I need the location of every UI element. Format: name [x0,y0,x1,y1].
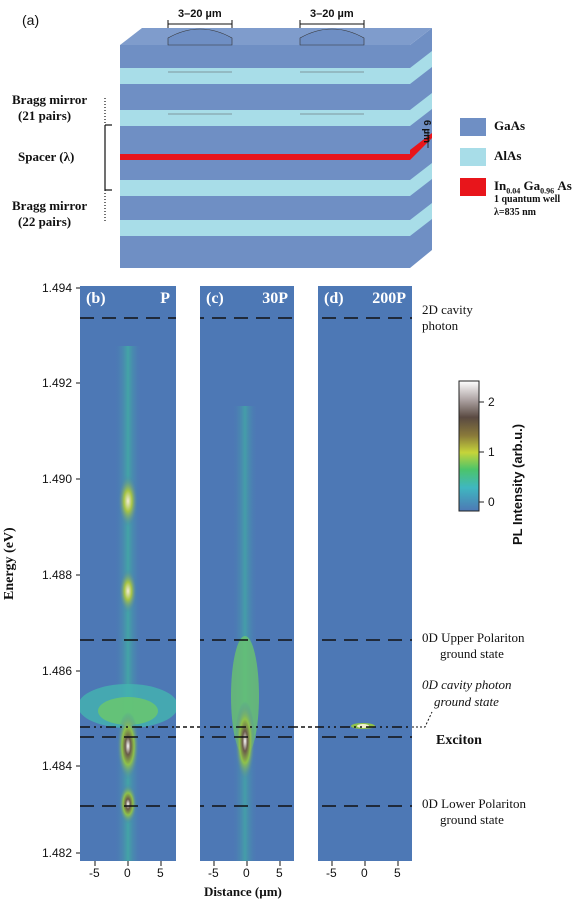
y-tick-label: 1.488 [41,568,72,582]
annotation-0d-cavity-1: 0D cavity photon [422,677,512,692]
x-tick-label: -5 [326,866,337,880]
colorbar-tick: 0 [488,495,495,509]
structure-diagram [104,20,432,268]
y-tick-label: 1.482 [41,846,72,860]
panel-a-label: (a) [22,12,40,28]
legend-label-gaas: GaAs [494,118,526,133]
x-tick-label: 0 [243,866,250,880]
panel-c-label: (c) [206,290,224,307]
x-tick-label: -5 [89,866,100,880]
spacer-label: Spacer (λ) [18,149,75,164]
annotation-lower-1: 0D Lower Polariton [422,796,526,811]
x-tick-label: 0 [124,866,131,880]
y-tick-label: 1.490 [41,472,72,486]
annotation-upper-2: ground state [440,646,504,661]
colorbar-tick: 2 [488,395,495,409]
y-axis-label: Energy (eV) [2,527,17,600]
colorbar [458,380,484,512]
legend-swatch-alas [460,148,486,166]
annotation-2d-cavity-2: photon [422,318,459,333]
annotation-2d-cavity-1: 2D cavity [422,302,473,317]
panel-d: (d) 200P [318,286,412,861]
panel-c-heatmap [231,406,259,861]
alas-layer [120,180,410,196]
y-tick-label: 1.494 [41,281,72,295]
colorbar-label: PL Intensity (arb.u.) [510,423,525,545]
legend-qw-line2: 1 quantum well [494,194,561,205]
panel-d-power: 200P [372,290,406,307]
x-tick-label: 5 [394,866,401,880]
x-tick-label: 5 [157,866,164,880]
legend-label-alas: AlAs [494,148,522,163]
annotation-upper-1: 0D Upper Polariton [422,630,525,645]
panel-b: (b) P [80,286,176,861]
panel-c: (c) 30P [200,286,294,861]
x-tick-label: -5 [208,866,219,880]
alas-layer [120,220,410,236]
legend-qw-line3: λ=835 nm [494,207,537,218]
y-tick-label: 1.486 [41,664,72,678]
scale-label-1: 3–20 µm [178,8,222,20]
annotation-lower-2: ground state [440,812,504,827]
panel-b-heatmap [80,346,176,861]
legend-swatch-qw [460,178,486,196]
panel-c-power: 30P [262,290,288,307]
x-tick-label: 0 [361,866,368,880]
panel-b-power: P [160,290,170,307]
mesa-left [167,28,233,46]
panel-d-label: (d) [324,290,344,307]
bragg-bottom-label-1: Bragg mirror [12,198,88,213]
mesa-right [299,28,365,46]
annotation-0d-cavity-2: ground state [434,694,499,709]
bragg-bottom-label-2: (22 pairs) [18,214,72,229]
legend-swatch-gaas [460,118,486,136]
y-tick-label: 1.492 [41,376,72,390]
bragg-top-label-1: Bragg mirror [12,92,88,107]
y-tick-label: 1.484 [41,759,72,773]
colorbar-tick: 1 [488,445,495,459]
side-stripes [410,51,432,236]
annotation-exciton: Exciton [436,733,482,748]
panel-b-label: (b) [86,290,106,307]
quantum-well-layer [120,154,410,160]
x-axis-label: Distance (µm) [204,884,282,899]
x-tick-label: 5 [276,866,283,880]
legend-label-qw: In0.04 Ga0.96 As [494,178,572,196]
bragg-top-label-2: (21 pairs) [18,108,72,123]
scale-label-2: 3–20 µm [310,8,354,20]
